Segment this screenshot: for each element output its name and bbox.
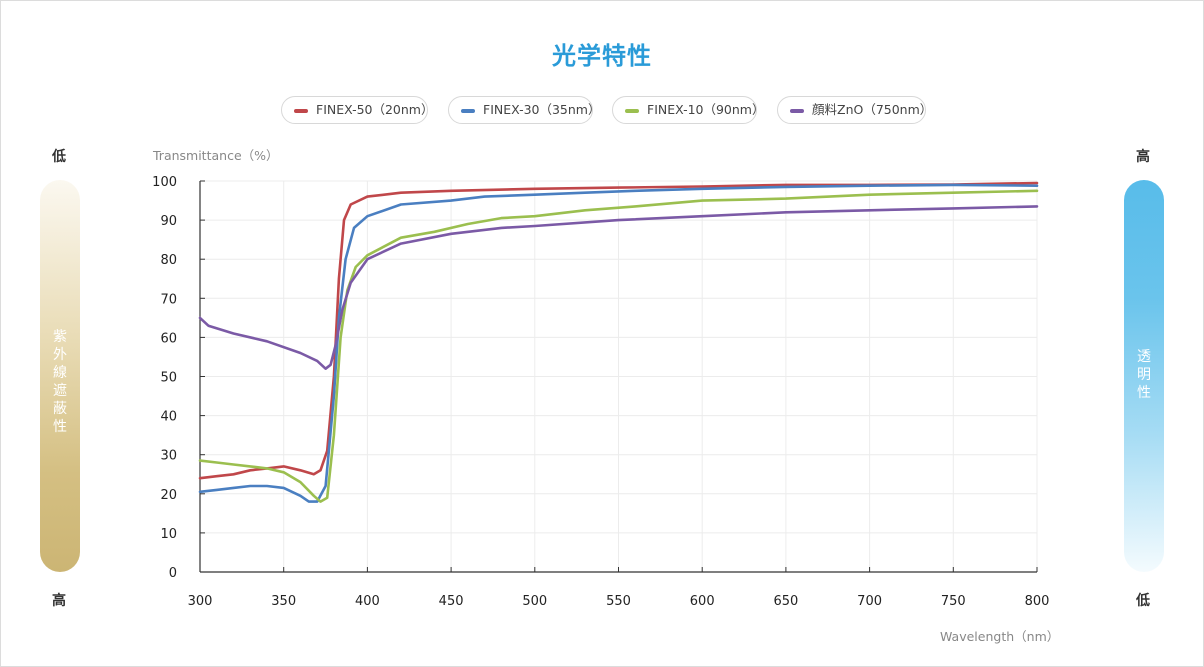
series-line-finex-30-35nm- [198,183,1039,503]
x-axis-title: Wavelength（nm） [940,629,1060,644]
x-tick-label: 750 [941,594,966,609]
y-tick-label: 80 [160,253,177,268]
x-tick-label: 650 [773,594,798,609]
legend-label: 顔料ZnO（750nm） [812,102,933,117]
y-tick-label: 60 [160,331,177,346]
uv-shielding-bar: 紫外線遮蔽性 [40,180,80,572]
y-tick-label: 100 [152,175,177,190]
legend-swatch [294,109,308,113]
right-scale-top: 高 [1136,149,1150,165]
right-scale-bottom: 低 [1136,593,1150,609]
transparency-label: 透明性 [1137,349,1151,401]
legend-swatch [625,109,639,113]
legend-swatch [790,109,804,113]
legend-item-pigment-zno: 顔料ZnO（750nm） [777,96,932,124]
y-tick-label: 0 [169,566,177,581]
x-tick-label: 500 [522,594,547,609]
x-tick-label: 600 [690,594,715,609]
legend-label: FINEX-50（20nm） [316,102,434,117]
legend-label: FINEX-10（90nm） [647,102,765,117]
legend-label: FINEX-30（35nm） [483,102,601,117]
y-tick-label: 40 [160,410,177,425]
left-scale-top: 低 [52,149,66,165]
left-scale-bottom: 高 [52,593,66,609]
legend-item-finex-50: FINEX-50（20nm） [281,96,434,124]
y-tick-label: 70 [160,292,177,307]
legend-item-finex-30: FINEX-30（35nm） [448,96,601,124]
x-tick-label: 700 [857,594,882,609]
y-axis-title: Transmittance（%） [153,148,279,163]
x-tick-label: 450 [439,594,464,609]
x-tick-label: 800 [1025,594,1050,609]
y-tick-label: 30 [160,449,177,464]
transparency-bar: 透明性 [1124,180,1164,572]
x-tick-label: 550 [606,594,631,609]
series-line-finex-10-90nm- [198,189,1039,503]
series-line--zno-750nm- [198,205,1039,371]
legend-swatch [461,109,475,113]
x-tick-label: 400 [355,594,380,609]
legend-item-finex-10: FINEX-10（90nm） [612,96,765,124]
y-tick-label: 50 [160,371,177,386]
legend: FINEX-50（20nm） FINEX-30（35nm） FINEX-10（9… [0,96,1204,128]
x-tick-label: 300 [188,594,213,609]
y-tick-label: 10 [160,527,177,542]
uv-shielding-label: 紫外線遮蔽性 [53,329,67,435]
y-tick-label: 20 [160,488,177,503]
y-tick-label: 90 [160,214,177,229]
x-tick-label: 350 [271,594,296,609]
page-title: 光学特性 [552,42,652,70]
